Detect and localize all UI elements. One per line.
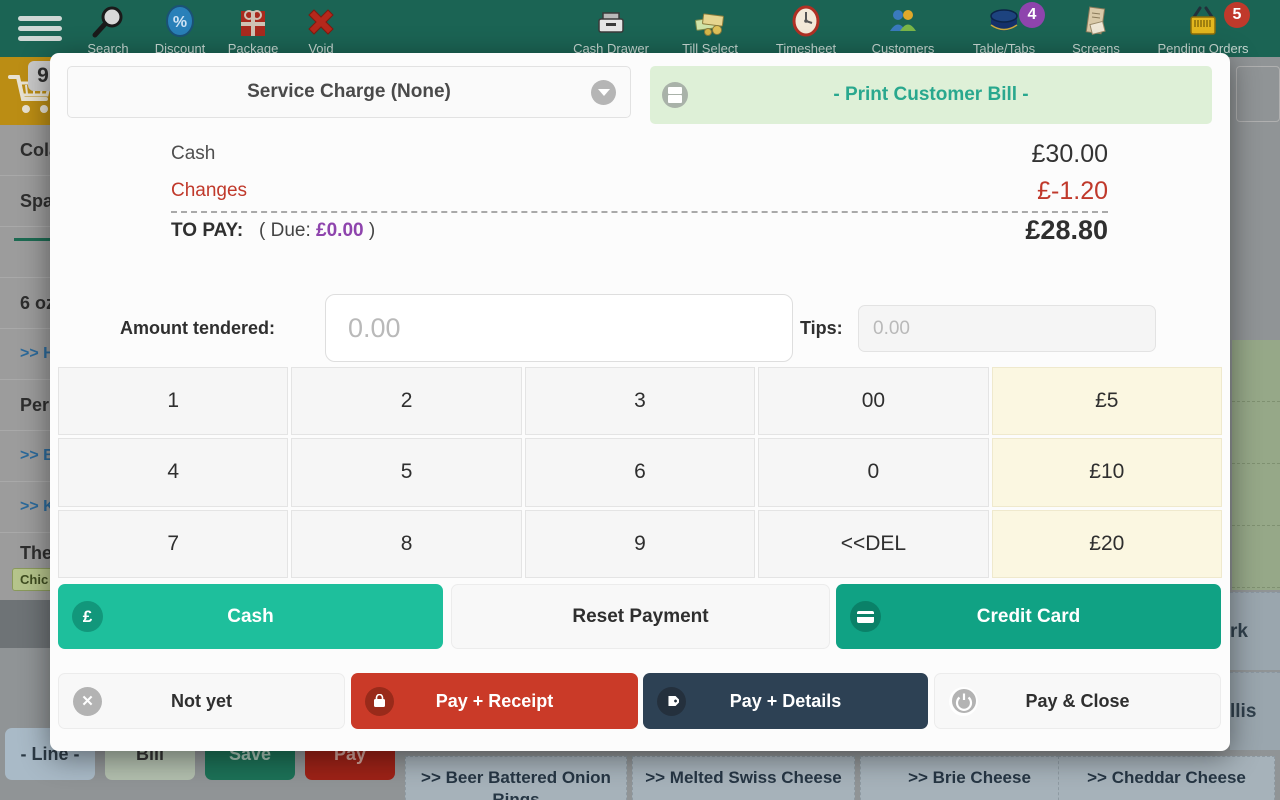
menu-item-label: llis [1230, 700, 1257, 722]
changes-label: Changes [171, 180, 248, 201]
modifier-item[interactable]: >> Cheddar Cheese [1058, 756, 1275, 800]
amount-tendered-input[interactable] [325, 294, 793, 362]
pay-close-button[interactable]: Pay & Close [934, 673, 1221, 729]
background-panel [1236, 66, 1280, 122]
toolbar-item-screens[interactable]: Screens [1053, 4, 1139, 56]
pay-receipt-button[interactable]: Pay + Receipt [351, 673, 638, 729]
close-circle-icon: ✕ [73, 686, 102, 716]
service-charge-label: Service Charge (None) [247, 81, 451, 102]
discount-icon: % [166, 5, 194, 37]
cash-payment-button[interactable]: £ Cash [58, 584, 443, 649]
not-yet-button[interactable]: ✕ Not yet [58, 673, 345, 729]
toolbar-item-void[interactable]: Void [278, 4, 364, 56]
print-bill-label: - Print Customer Bill - [833, 84, 1029, 105]
numpad-key-3[interactable]: 3 [524, 367, 756, 436]
to-pay-label: TO PAY: [171, 220, 244, 241]
numpad-key-5gbp[interactable]: £5 [991, 367, 1222, 436]
tips-input[interactable] [858, 305, 1156, 352]
modifier-item[interactable]: >> Brie Cheese [860, 756, 1079, 800]
toolbar-item-till-select[interactable]: Till Select [667, 4, 753, 56]
table-tabs-badge: 4 [1019, 2, 1045, 28]
toolbar-item-customers[interactable]: Customers [860, 4, 946, 56]
toolbar-item-timesheet[interactable]: Timesheet [763, 4, 849, 56]
till-select-icon [695, 13, 724, 36]
numpad-key-8[interactable]: 8 [291, 509, 522, 578]
void-icon [308, 9, 334, 35]
numpad-key-6[interactable]: 6 [524, 438, 756, 507]
cash-button-label: Cash [227, 605, 274, 627]
power-icon [949, 686, 978, 716]
modifier-item[interactable]: >> Beer Battered Onion Rings [405, 756, 627, 800]
svg-text:%: % [173, 14, 187, 31]
order-line-label: The [20, 542, 53, 563]
cash-paid-label: Cash [171, 143, 216, 164]
printer-icon [662, 82, 688, 108]
pending-orders-badge: 5 [1224, 2, 1250, 28]
toolbar-item-cash-drawer[interactable]: Cash Drawer [568, 4, 654, 56]
numpad-key-5[interactable]: 5 [291, 438, 522, 507]
toolbar-item-package[interactable]: Package [210, 4, 296, 56]
numpad-key-0[interactable]: 0 [758, 438, 989, 507]
search-icon [92, 6, 123, 38]
to-pay-total: £28.80 [1025, 215, 1108, 245]
modifier-item[interactable]: >> Melted Swiss Cheese [632, 756, 855, 800]
numpad-key-2[interactable]: 2 [291, 367, 522, 436]
numpad: 1 2 3 00 £5 4 5 6 0 £10 7 8 9 <<DEL £20 [58, 367, 1222, 578]
screens-icon [1085, 6, 1106, 35]
menu-grid-sliver [1232, 340, 1280, 590]
credit-card-payment-button[interactable]: Credit Card [836, 584, 1221, 649]
cash-drawer-icon [598, 12, 624, 33]
credit-card-icon [850, 601, 881, 632]
changes-value: £-1.20 [1037, 177, 1108, 205]
package-icon [241, 10, 265, 36]
hamburger-menu-icon[interactable] [18, 16, 62, 42]
payment-modal: Service Charge (None) - Print Customer B… [50, 53, 1230, 751]
due-amount: £0.00 [316, 220, 364, 241]
menu-item-label: rk [1230, 620, 1248, 642]
chevron-down-icon [591, 80, 616, 105]
service-charge-select[interactable]: Service Charge (None) [67, 66, 631, 118]
pay-close-label: Pay & Close [1025, 690, 1130, 711]
table-tabs-icon [990, 9, 1018, 31]
numpad-key-4[interactable]: 4 [58, 438, 289, 507]
numpad-key-7[interactable]: 7 [58, 509, 289, 578]
numpad-key-9[interactable]: 9 [524, 509, 756, 578]
cash-paid-value: £30.00 [1031, 140, 1108, 168]
menu-item-partial[interactable]: llis [1230, 672, 1280, 750]
numpad-key-00[interactable]: 00 [758, 367, 989, 436]
numpad-key-1[interactable]: 1 [58, 367, 289, 436]
toolbar-item-table-tabs[interactable]: Table/Tabs 4 [961, 2, 1047, 56]
customers-icon [890, 10, 916, 31]
not-yet-label: Not yet [170, 690, 232, 711]
pay-receipt-label: Pay + Receipt [435, 690, 554, 711]
pending-orders-icon [1190, 6, 1216, 35]
to-pay-line: TO PAY: ( Due: £0.00 ) [171, 220, 375, 242]
due-prefix: ( Due: [259, 220, 311, 241]
toolbar-item-search[interactable]: Search [65, 4, 151, 56]
pay-details-label: Pay + Details [729, 690, 842, 711]
print-customer-bill-button[interactable]: - Print Customer Bill - [650, 66, 1212, 124]
menu-item-partial[interactable]: rk [1230, 592, 1280, 670]
top-toolbar: Search % Discount Package Void [0, 0, 1280, 57]
pound-icon: £ [72, 601, 103, 632]
timesheet-icon [792, 5, 820, 37]
numpad-key-20gbp[interactable]: £20 [991, 509, 1222, 578]
order-line-tag: Chic [12, 567, 57, 591]
summary-divider [171, 211, 1108, 213]
toolbar-item-discount[interactable]: % Discount [137, 4, 223, 56]
reset-button-label: Reset Payment [572, 605, 709, 627]
due-suffix: ) [368, 220, 376, 241]
numpad-key-del[interactable]: <<DEL [758, 509, 989, 578]
tips-label: Tips: [800, 318, 843, 338]
pay-details-button[interactable]: Pay + Details [643, 673, 928, 729]
tag-icon [657, 686, 686, 716]
credit-button-label: Credit Card [976, 605, 1081, 627]
receipt-bag-icon [365, 686, 394, 716]
toolbar-item-pending-orders[interactable]: Pending Orders 5 [1157, 2, 1250, 56]
reset-payment-button[interactable]: Reset Payment [451, 584, 830, 649]
numpad-key-10gbp[interactable]: £10 [991, 438, 1222, 507]
amount-tendered-label: Amount tendered: [120, 318, 275, 338]
